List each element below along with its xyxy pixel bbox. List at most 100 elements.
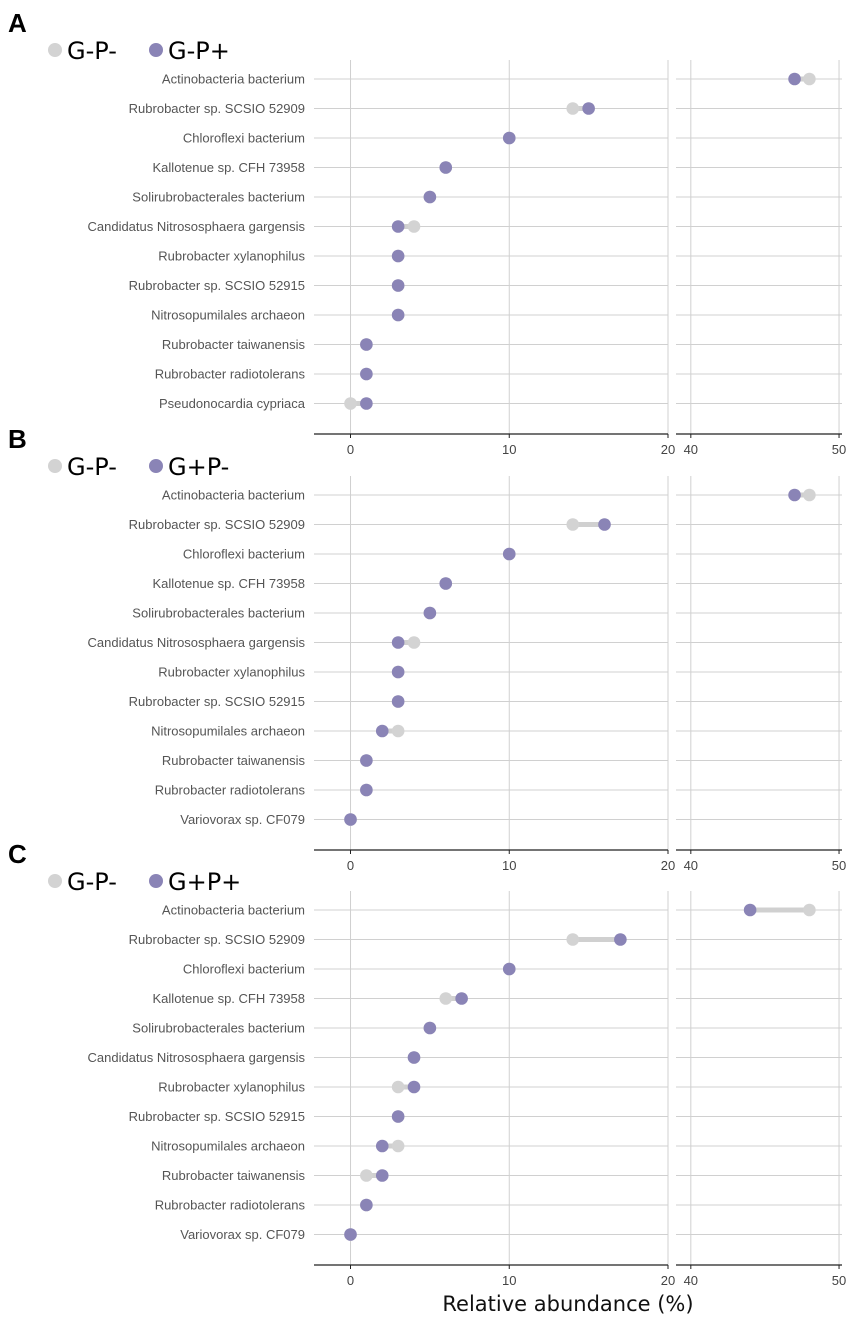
point-baseline (566, 518, 580, 531)
legend-marker-treatment (149, 459, 163, 473)
data-row (344, 1228, 357, 1241)
point-treatment (391, 1110, 405, 1123)
data-row (360, 783, 373, 797)
point-treatment (502, 547, 516, 561)
tick-label-right: 40 (684, 858, 698, 873)
point-treatment (344, 1228, 357, 1241)
data-row (423, 1021, 437, 1035)
tick-label-right: 40 (684, 442, 698, 457)
data-row (391, 636, 421, 649)
category-label: Nitrosopumilales archaeon (151, 1139, 305, 1154)
legend-label-baseline: G-P- (67, 37, 117, 65)
category-label: Rubrobacter taiwanensis (162, 753, 306, 768)
point-treatment (407, 1080, 421, 1094)
data-row (360, 338, 373, 351)
point-treatment (502, 131, 516, 145)
tick-label-left: 20 (661, 1273, 675, 1288)
point-treatment (391, 695, 405, 708)
category-label: Rubrobacter taiwanensis (162, 337, 306, 352)
point-treatment (391, 636, 405, 649)
category-label: Rubrobacter radiotolerans (155, 1198, 306, 1213)
tick-label-left: 10 (502, 858, 516, 873)
data-row (391, 1080, 421, 1094)
point-treatment (439, 577, 453, 590)
tick-label-left: 10 (502, 1273, 516, 1288)
point-treatment (375, 1139, 389, 1153)
point-baseline (407, 220, 421, 233)
panel-c: C G-P- G+P+ Actinobacteria bacterium Rubroba… (8, 839, 846, 1288)
data-row (391, 249, 405, 263)
category-label: Rubrobacter sp. SCSIO 52909 (129, 932, 305, 947)
data-row (439, 577, 453, 590)
data-row (502, 131, 516, 145)
data-row (502, 962, 516, 976)
legend-label-treatment: G-P+ (168, 37, 230, 65)
data-row (423, 606, 437, 620)
category-label: Rubrobacter xylanophilus (158, 1080, 305, 1095)
tick-label-right: 50 (832, 1273, 846, 1288)
data-row (360, 367, 373, 381)
category-label: Candidatus Nitrososphaera gargensis (87, 1050, 305, 1065)
data-row (391, 308, 405, 322)
point-treatment (502, 962, 516, 976)
category-label: Nitrosopumilales archaeon (151, 308, 305, 323)
panel-letter: A (8, 8, 27, 38)
tick-label-left: 20 (661, 442, 675, 457)
data-row (375, 724, 405, 738)
point-treatment (582, 102, 595, 115)
category-label: Variovorax sp. CF079 (180, 1227, 305, 1242)
legend-marker-baseline (48, 459, 62, 473)
tick-label-left: 20 (661, 858, 675, 873)
point-treatment (407, 1051, 421, 1064)
category-label: Candidatus Nitrososphaera gargensis (87, 635, 305, 650)
category-label: Kallotenue sp. CFH 73958 (153, 576, 305, 591)
point-baseline (803, 488, 816, 502)
data-row (391, 279, 405, 292)
panel-letter: C (8, 839, 27, 869)
point-baseline (391, 1080, 405, 1094)
point-treatment (360, 783, 373, 797)
point-baseline (360, 1169, 373, 1182)
legend-marker-treatment (149, 43, 163, 57)
category-label: Kallotenue sp. CFH 73958 (153, 160, 305, 175)
category-label: Solirubrobacterales bacterium (132, 190, 305, 205)
category-label: Actinobacteria bacterium (162, 72, 305, 87)
point-baseline (391, 724, 405, 738)
panel-b: B G-P- G+P- Actinobacteria bacterium Rubroba… (8, 424, 846, 873)
tick-label-right: 40 (684, 1273, 698, 1288)
legend-marker-treatment (149, 874, 163, 888)
category-label: Rubrobacter taiwanensis (162, 1168, 306, 1183)
category-label: Rubrobacter xylanophilus (158, 665, 305, 680)
point-treatment (614, 933, 627, 946)
data-row (360, 1169, 389, 1182)
category-label: Rubrobacter radiotolerans (155, 367, 306, 382)
tick-label-right: 50 (832, 442, 846, 457)
point-treatment (423, 190, 437, 204)
point-treatment (391, 220, 405, 233)
point-baseline (344, 397, 357, 410)
point-treatment (391, 665, 405, 679)
data-row (439, 161, 453, 174)
point-baseline (407, 636, 421, 649)
category-label: Rubrobacter sp. SCSIO 52915 (129, 1109, 305, 1124)
legend-marker-baseline (48, 43, 62, 57)
point-treatment (423, 606, 437, 620)
point-treatment (439, 161, 453, 174)
data-row (502, 547, 516, 561)
category-label: Variovorax sp. CF079 (180, 812, 305, 827)
data-row (788, 488, 816, 502)
legend-label-baseline: G-P- (67, 453, 117, 481)
point-treatment (375, 1169, 389, 1182)
legend-label-treatment: G+P+ (168, 868, 241, 896)
legend-marker-baseline (48, 874, 62, 888)
data-row (566, 102, 595, 115)
category-label: Rubrobacter radiotolerans (155, 783, 306, 798)
category-label: Solirubrobacterales bacterium (132, 1021, 305, 1036)
data-row (344, 813, 357, 826)
data-row (391, 665, 405, 679)
category-label: Actinobacteria bacterium (162, 903, 305, 918)
tick-label-left: 0 (347, 442, 354, 457)
point-treatment (344, 813, 357, 826)
panel-letter: B (8, 424, 27, 454)
